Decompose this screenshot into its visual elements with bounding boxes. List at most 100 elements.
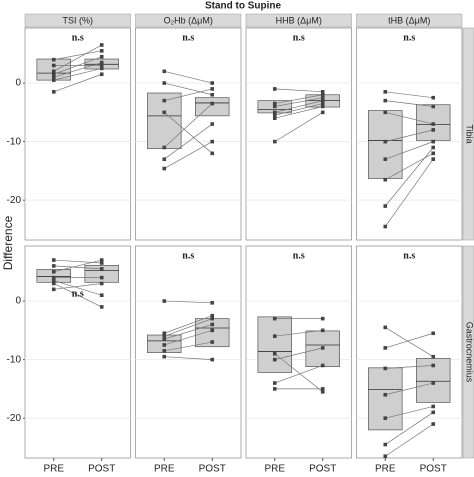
pair-line [53,68,102,81]
x-tick-label: POST [309,464,336,475]
point [162,349,167,353]
pair-line [274,353,323,393]
point [272,381,277,385]
pair-line [385,365,434,369]
annotation: n.s [182,250,194,261]
strip [135,13,242,28]
y-tick-label: 0 [15,296,21,307]
annotation: n.s [403,32,415,43]
point [320,387,325,391]
point [162,334,167,338]
pair-line [53,265,102,270]
row-label: Gastrocnemius [465,322,474,383]
pair-line [385,141,434,160]
point [431,151,436,156]
point [99,275,104,280]
pair-line [385,111,434,125]
strip [356,13,463,28]
point [320,95,325,100]
point [272,113,277,118]
pair-line [53,283,102,308]
point [51,63,56,68]
pair-line [53,259,102,264]
point [272,110,277,115]
annotation: n.s [72,289,84,300]
point [210,151,215,156]
point [162,98,167,103]
pair-line [274,88,323,93]
pair-line [385,412,434,445]
point [99,63,104,68]
point [320,110,325,115]
panel [245,27,352,241]
point [162,299,167,303]
point [431,104,436,109]
point [51,90,56,94]
point [383,454,388,459]
point [99,72,104,77]
point [272,357,277,362]
box [257,316,293,373]
pair-line [385,382,434,396]
point [320,98,325,103]
pair-line [385,423,434,457]
point [320,104,325,109]
point [383,416,388,420]
point [431,157,436,161]
point [51,69,56,74]
point [431,139,436,144]
point [383,204,388,208]
row-label: Tibia [465,124,474,143]
point [431,95,436,100]
point [431,354,436,359]
point [431,422,436,426]
point [210,92,215,97]
x-tick-label: PRE [375,464,396,475]
point [383,325,388,330]
point [383,442,388,447]
point [431,128,436,132]
strip [462,245,474,459]
pair-line [164,318,213,337]
point [51,269,56,274]
pair-line [53,280,102,296]
point [210,328,215,333]
point [431,331,436,336]
annotation: n.s [182,32,194,43]
box [368,110,403,179]
y-tick-label: -20 [7,413,22,424]
pair-line [274,329,323,337]
point [51,75,56,79]
x-tick-label: POST [199,464,226,475]
point [99,54,104,59]
point [320,390,325,394]
box [368,367,403,431]
point [99,261,104,265]
point [383,90,388,94]
pair-line [164,123,213,160]
point [99,293,104,297]
point [51,264,56,268]
point [383,366,388,371]
pair-line [274,106,323,119]
point [272,334,277,338]
pair-line [274,103,323,116]
chart-title: Stand to Supine [205,1,282,12]
point [162,110,167,115]
pair-line [274,97,323,107]
point [51,275,56,280]
pair-line [385,406,434,419]
annotation: n.s [293,250,305,261]
point [431,145,436,150]
point [162,157,167,161]
point [383,98,388,103]
pair-line [164,315,213,334]
x-tick-label: POST [88,464,115,475]
point [162,145,167,150]
x-tick-label: POST [420,464,447,475]
point [383,139,388,144]
pair-line [164,341,213,352]
point [99,49,104,53]
pair-line [274,347,323,360]
y-tick-label: -10 [7,354,22,365]
